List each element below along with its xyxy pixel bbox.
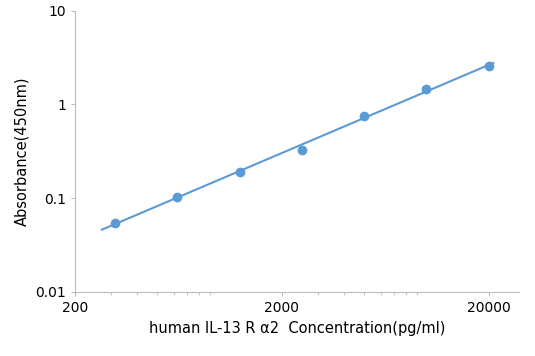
X-axis label: human IL-13 R α2  Concentration(pg/ml): human IL-13 R α2 Concentration(pg/ml) (149, 320, 445, 335)
Y-axis label: Absorbance(450nm): Absorbance(450nm) (14, 77, 29, 226)
